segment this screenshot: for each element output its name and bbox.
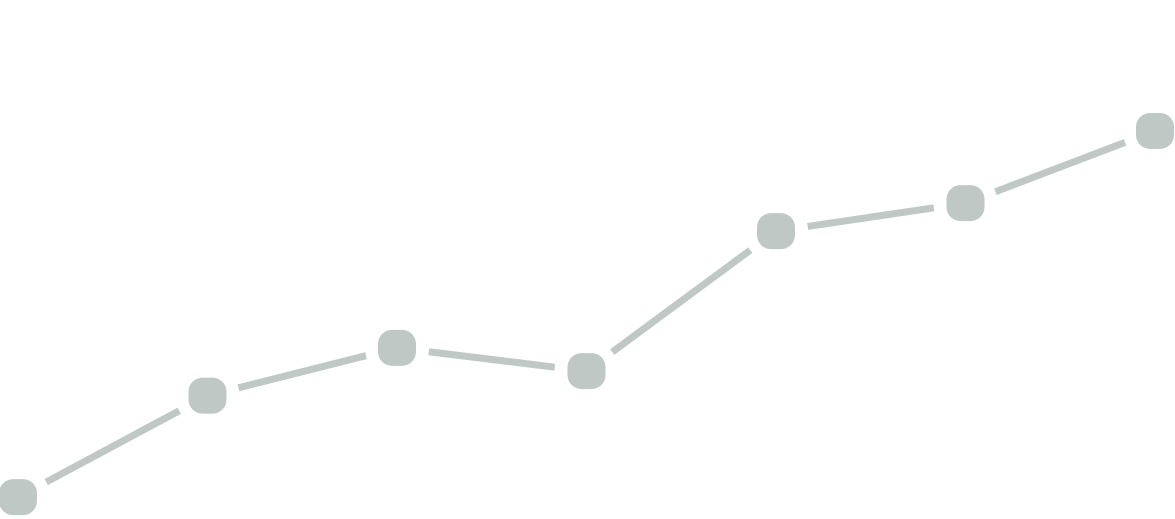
line-segment-1 [44, 407, 181, 486]
data-point-4 [567, 353, 606, 390]
data-point-1 [0, 479, 37, 516]
data-point-2 [188, 377, 227, 414]
line-segment-2 [237, 352, 367, 392]
line-segment-4 [610, 247, 753, 355]
series-markers [0, 113, 1174, 516]
data-point-6 [946, 185, 985, 222]
data-point-3 [378, 329, 416, 366]
line-segment-6 [994, 139, 1127, 195]
line-segment-3 [428, 348, 556, 371]
data-point-7 [1136, 113, 1174, 149]
data-point-5 [757, 213, 795, 250]
series-line-segments [44, 139, 1127, 486]
line-segment-5 [807, 204, 935, 230]
